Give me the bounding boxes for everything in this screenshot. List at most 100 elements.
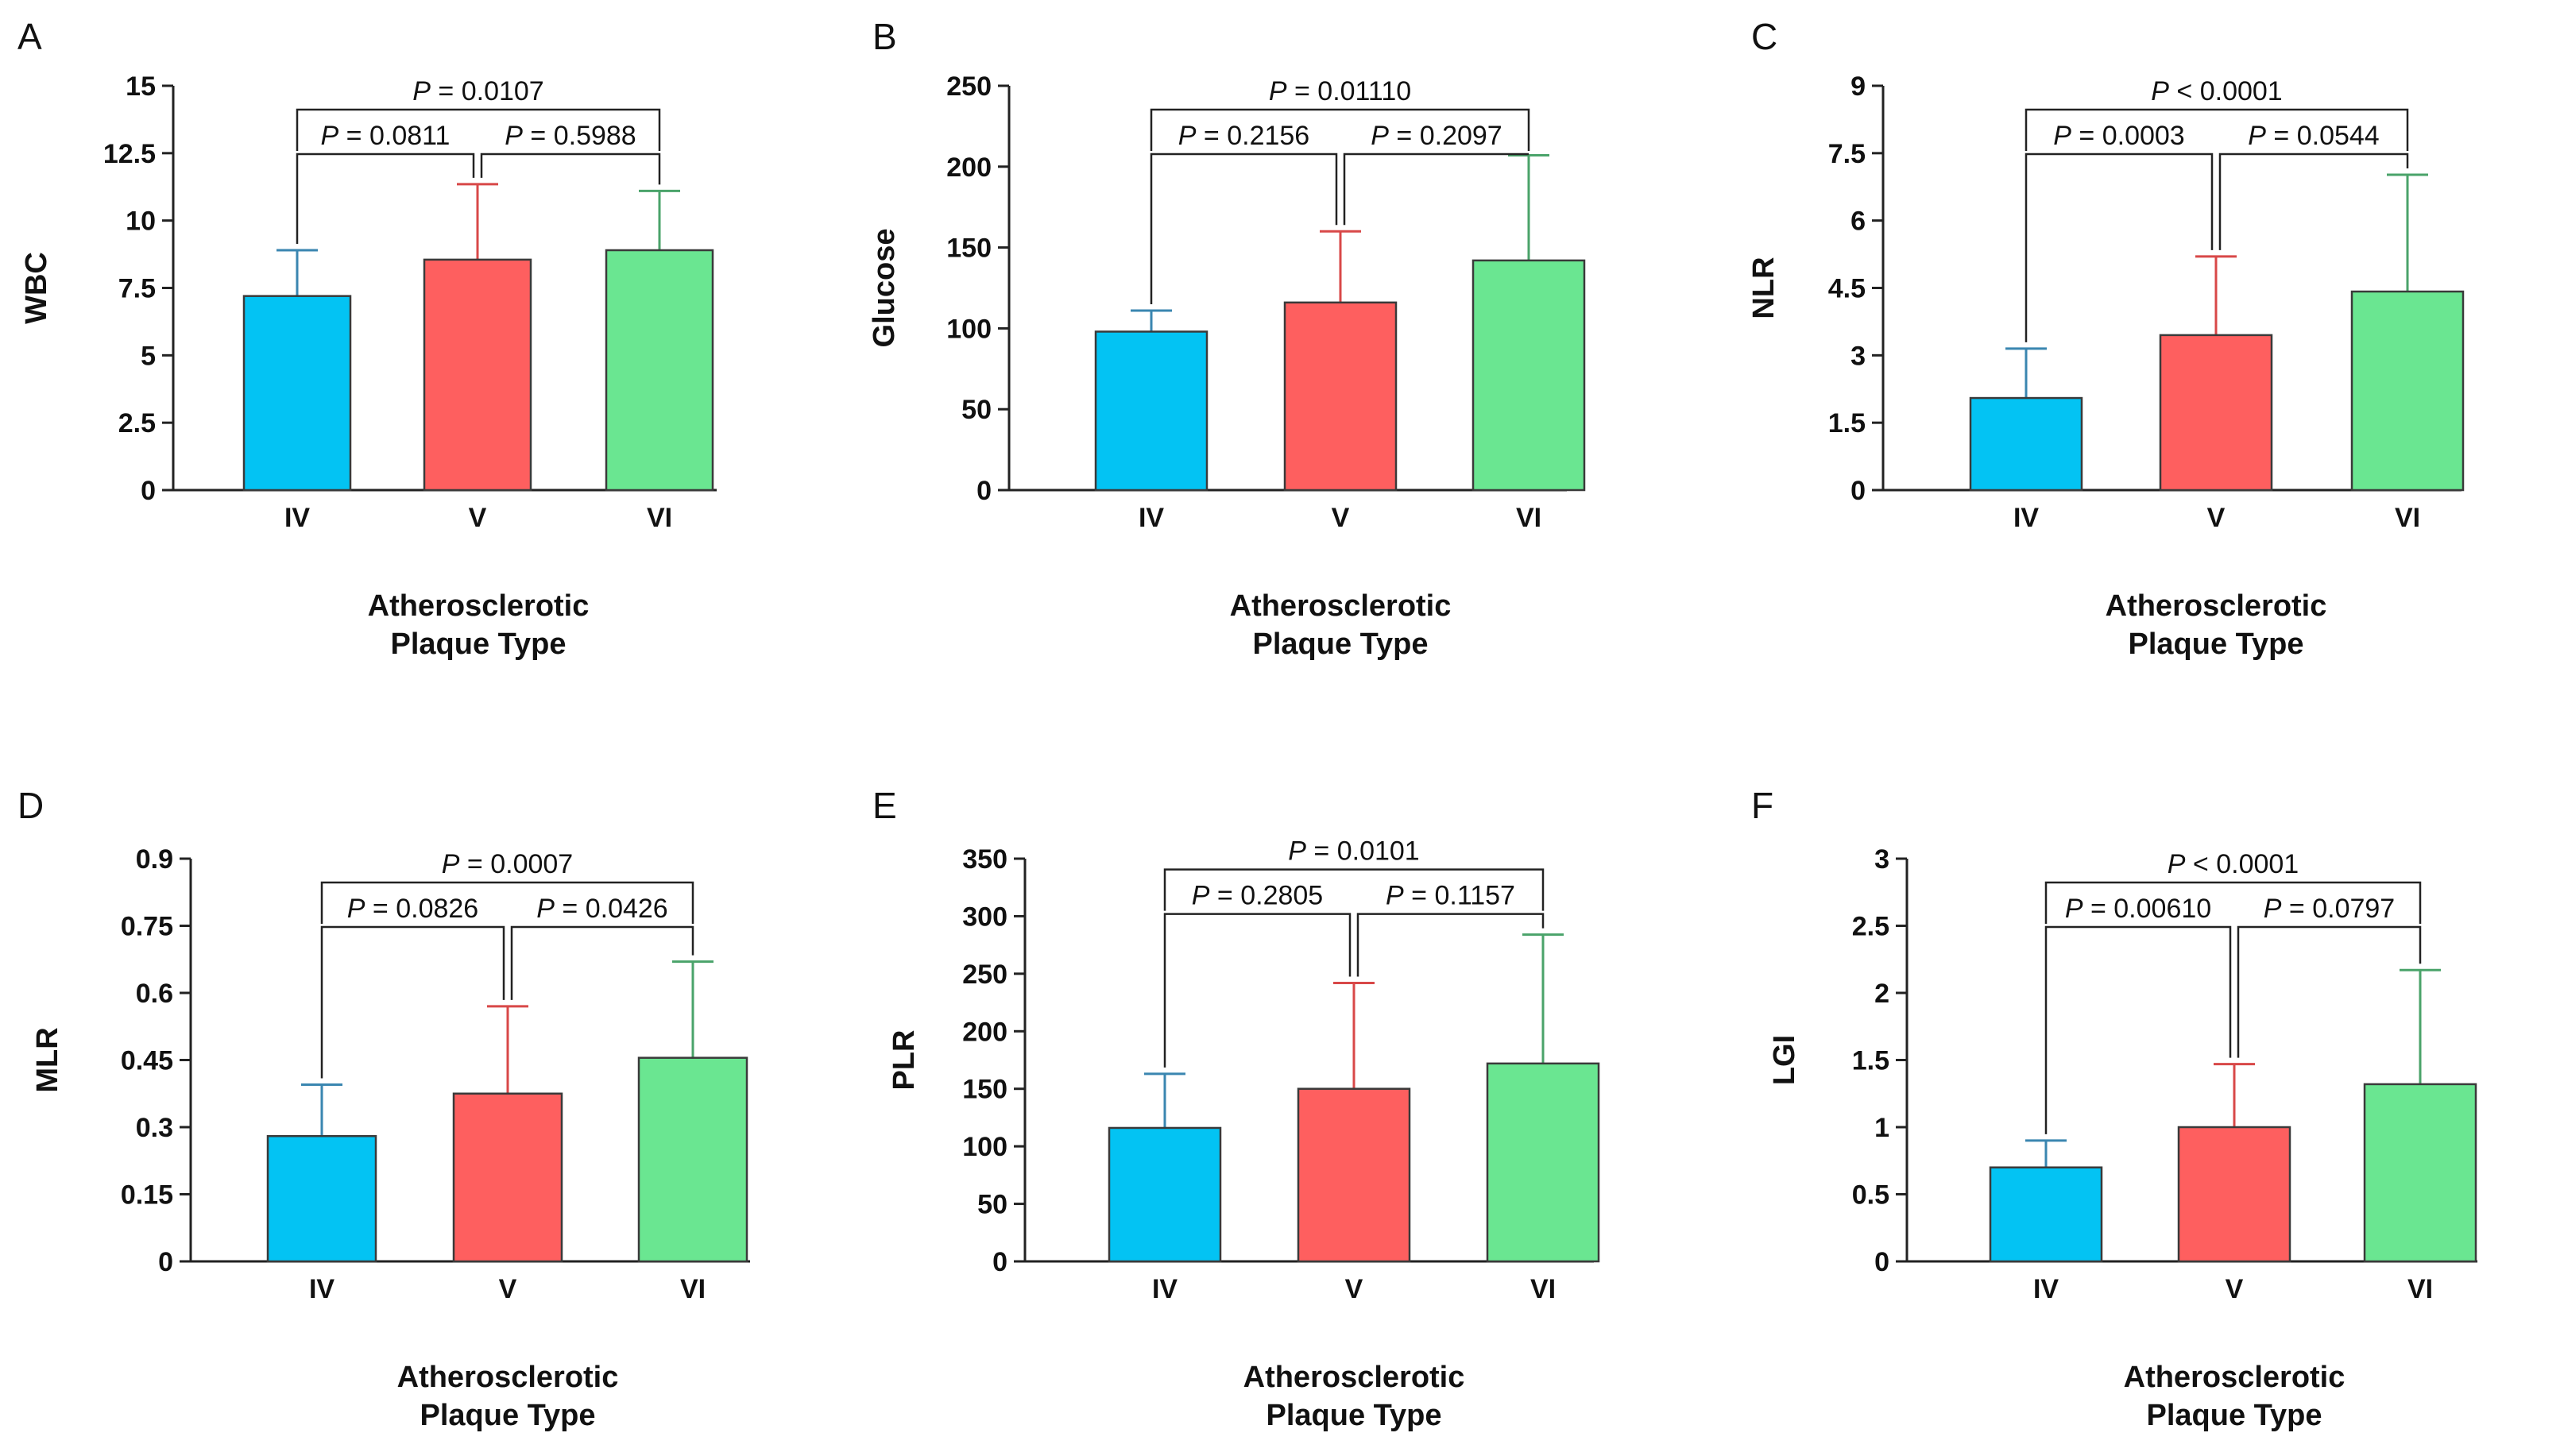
p-value-text: = 0.2097 — [1389, 121, 1502, 151]
p-value-text: = 0.0101 — [1306, 836, 1420, 867]
x-tick-label: IV — [284, 503, 310, 533]
y-tick-label: 50 — [961, 395, 992, 425]
bar-iv — [1094, 330, 1209, 492]
y-tick-label: 0.45 — [121, 1046, 173, 1076]
y-axis-label: Glucose — [868, 229, 901, 348]
p-symbol: P — [1386, 881, 1404, 911]
bar-v — [1283, 301, 1398, 492]
y-tick-label: 0 — [992, 1247, 1007, 1277]
y-tick-label: 250 — [962, 960, 1007, 990]
x-tick-label: VI — [2395, 503, 2420, 533]
bar-v — [452, 1092, 563, 1263]
y-tick-label: 0 — [158, 1247, 173, 1277]
x-tick-label: IV — [309, 1274, 335, 1304]
y-tick-label: 15 — [126, 71, 156, 102]
panel-a: A 0 2.5 5 7.5 10 12.5 15 WBC IV V VI Atherosclerotic… — [17, 16, 717, 661]
y-tick-label: 0 — [141, 476, 156, 506]
x-axis-label: Atherosclerotic — [397, 1361, 619, 1394]
x-axis-label: Atherosclerotic — [1230, 589, 1452, 623]
bar-vi — [2363, 1083, 2477, 1263]
x-tick-label: V — [499, 1274, 517, 1304]
p-value-text: = 0.1157 — [1404, 881, 1515, 911]
significance-bracket — [1163, 913, 1352, 1068]
bar-vi — [637, 1056, 748, 1263]
y-axis-label: LGI — [1768, 1035, 1801, 1085]
bar-vi — [1471, 259, 1586, 492]
p-value-label: P = 0.0003 — [2053, 121, 2184, 151]
x-tick-label: V — [2207, 503, 2226, 533]
significance-bracket — [2025, 153, 2214, 342]
p-value-text: = 0.0107 — [431, 76, 544, 106]
y-tick-label: 0 — [1874, 1247, 1889, 1277]
y-tick-label: 0.15 — [121, 1180, 173, 1211]
y-tick-label: 9 — [1850, 71, 1866, 102]
y-tick-label: 200 — [962, 1017, 1007, 1047]
y-tick-label: 250 — [946, 71, 992, 102]
p-value-text: = 0.0797 — [2281, 894, 2395, 924]
p-value-label: P = 0.01110 — [1269, 76, 1411, 106]
y-tick-label: 0 — [976, 476, 992, 506]
significance-bracket — [2237, 925, 2422, 1058]
bar-v — [2159, 334, 2273, 492]
significance-bracket — [1343, 153, 1529, 226]
x-tick-label: VI — [647, 503, 672, 533]
panel-letter: F — [1751, 785, 1773, 826]
panel-letter: D — [17, 785, 44, 826]
bar-iv — [1108, 1126, 1222, 1263]
x-axis-label: Plaque Type — [2146, 1399, 2322, 1432]
p-symbol: P — [2151, 76, 2169, 106]
significance-bracket — [2044, 925, 2232, 1134]
significance-bracket — [2218, 153, 2409, 250]
y-tick-label: 7.5 — [1828, 139, 1866, 169]
y-tick-label: 3 — [1850, 341, 1866, 371]
p-value-label: P = 0.00610 — [2065, 894, 2211, 924]
p-symbol: P — [442, 849, 460, 879]
y-tick-label: 0.5 — [1852, 1180, 1889, 1211]
x-axis-label: Plaque Type — [2128, 628, 2303, 661]
significance-bracket — [296, 108, 661, 151]
x-tick-label: IV — [1152, 1274, 1178, 1304]
p-value-label: P = 0.1157 — [1386, 881, 1515, 911]
x-tick-label: IV — [2013, 503, 2039, 533]
y-tick-label: 5 — [141, 341, 156, 371]
y-tick-label: 150 — [946, 234, 992, 264]
x-tick-label: IV — [2033, 1274, 2059, 1304]
p-value-label: P < 0.0001 — [2151, 76, 2282, 106]
p-symbol: P — [412, 76, 431, 106]
p-value-label: P = 0.0107 — [412, 76, 543, 106]
p-value-text: = 0.00610 — [2083, 894, 2212, 924]
significance-bracket — [320, 925, 505, 1079]
p-value-text: = 0.2156 — [1196, 121, 1309, 151]
x-axis-label: Atherosclerotic — [1243, 1361, 1465, 1394]
significance-bracket — [2044, 881, 2422, 924]
p-value-label: P = 0.0826 — [347, 894, 478, 924]
x-axis-label: Atherosclerotic — [2124, 1361, 2345, 1394]
panel-d: D 0 0.15 0.3 0.45 0.6 0.75 0.9 MLR IV V VI Atheroscl… — [17, 785, 750, 1432]
x-axis-label: Plaque Type — [1252, 628, 1428, 661]
p-symbol: P — [1192, 881, 1210, 911]
panel-b: B 0 50 100 150 200 250 Glucose IV V VI Atherosclero… — [868, 16, 1586, 661]
p-symbol: P — [1269, 76, 1287, 106]
y-tick-label: 1.5 — [1852, 1046, 1889, 1076]
p-symbol: P — [2053, 121, 2071, 151]
p-value-text: = 0.0826 — [365, 894, 478, 924]
significance-bracket — [480, 153, 661, 185]
significance-bracket — [1150, 108, 1530, 151]
bar-v — [423, 258, 532, 492]
p-symbol: P — [1178, 121, 1197, 151]
p-value-text: = 0.0007 — [459, 849, 573, 879]
x-axis-label: Plaque Type — [390, 628, 566, 661]
y-tick-label: 3 — [1874, 844, 1889, 875]
y-tick-label: 0 — [1850, 476, 1866, 506]
p-symbol: P — [321, 121, 339, 151]
significance-bracket — [2025, 108, 2409, 151]
y-tick-label: 300 — [962, 902, 1007, 932]
p-value-label: P = 0.0101 — [1288, 836, 1419, 867]
p-symbol: P — [1371, 121, 1389, 151]
x-tick-label: VI — [1516, 503, 1541, 533]
bar-v — [2177, 1126, 2291, 1263]
y-tick-label: 50 — [977, 1190, 1007, 1220]
significance-bracket — [1163, 868, 1545, 911]
p-symbol: P — [536, 894, 555, 924]
p-value-text: = 0.0811 — [338, 121, 450, 151]
